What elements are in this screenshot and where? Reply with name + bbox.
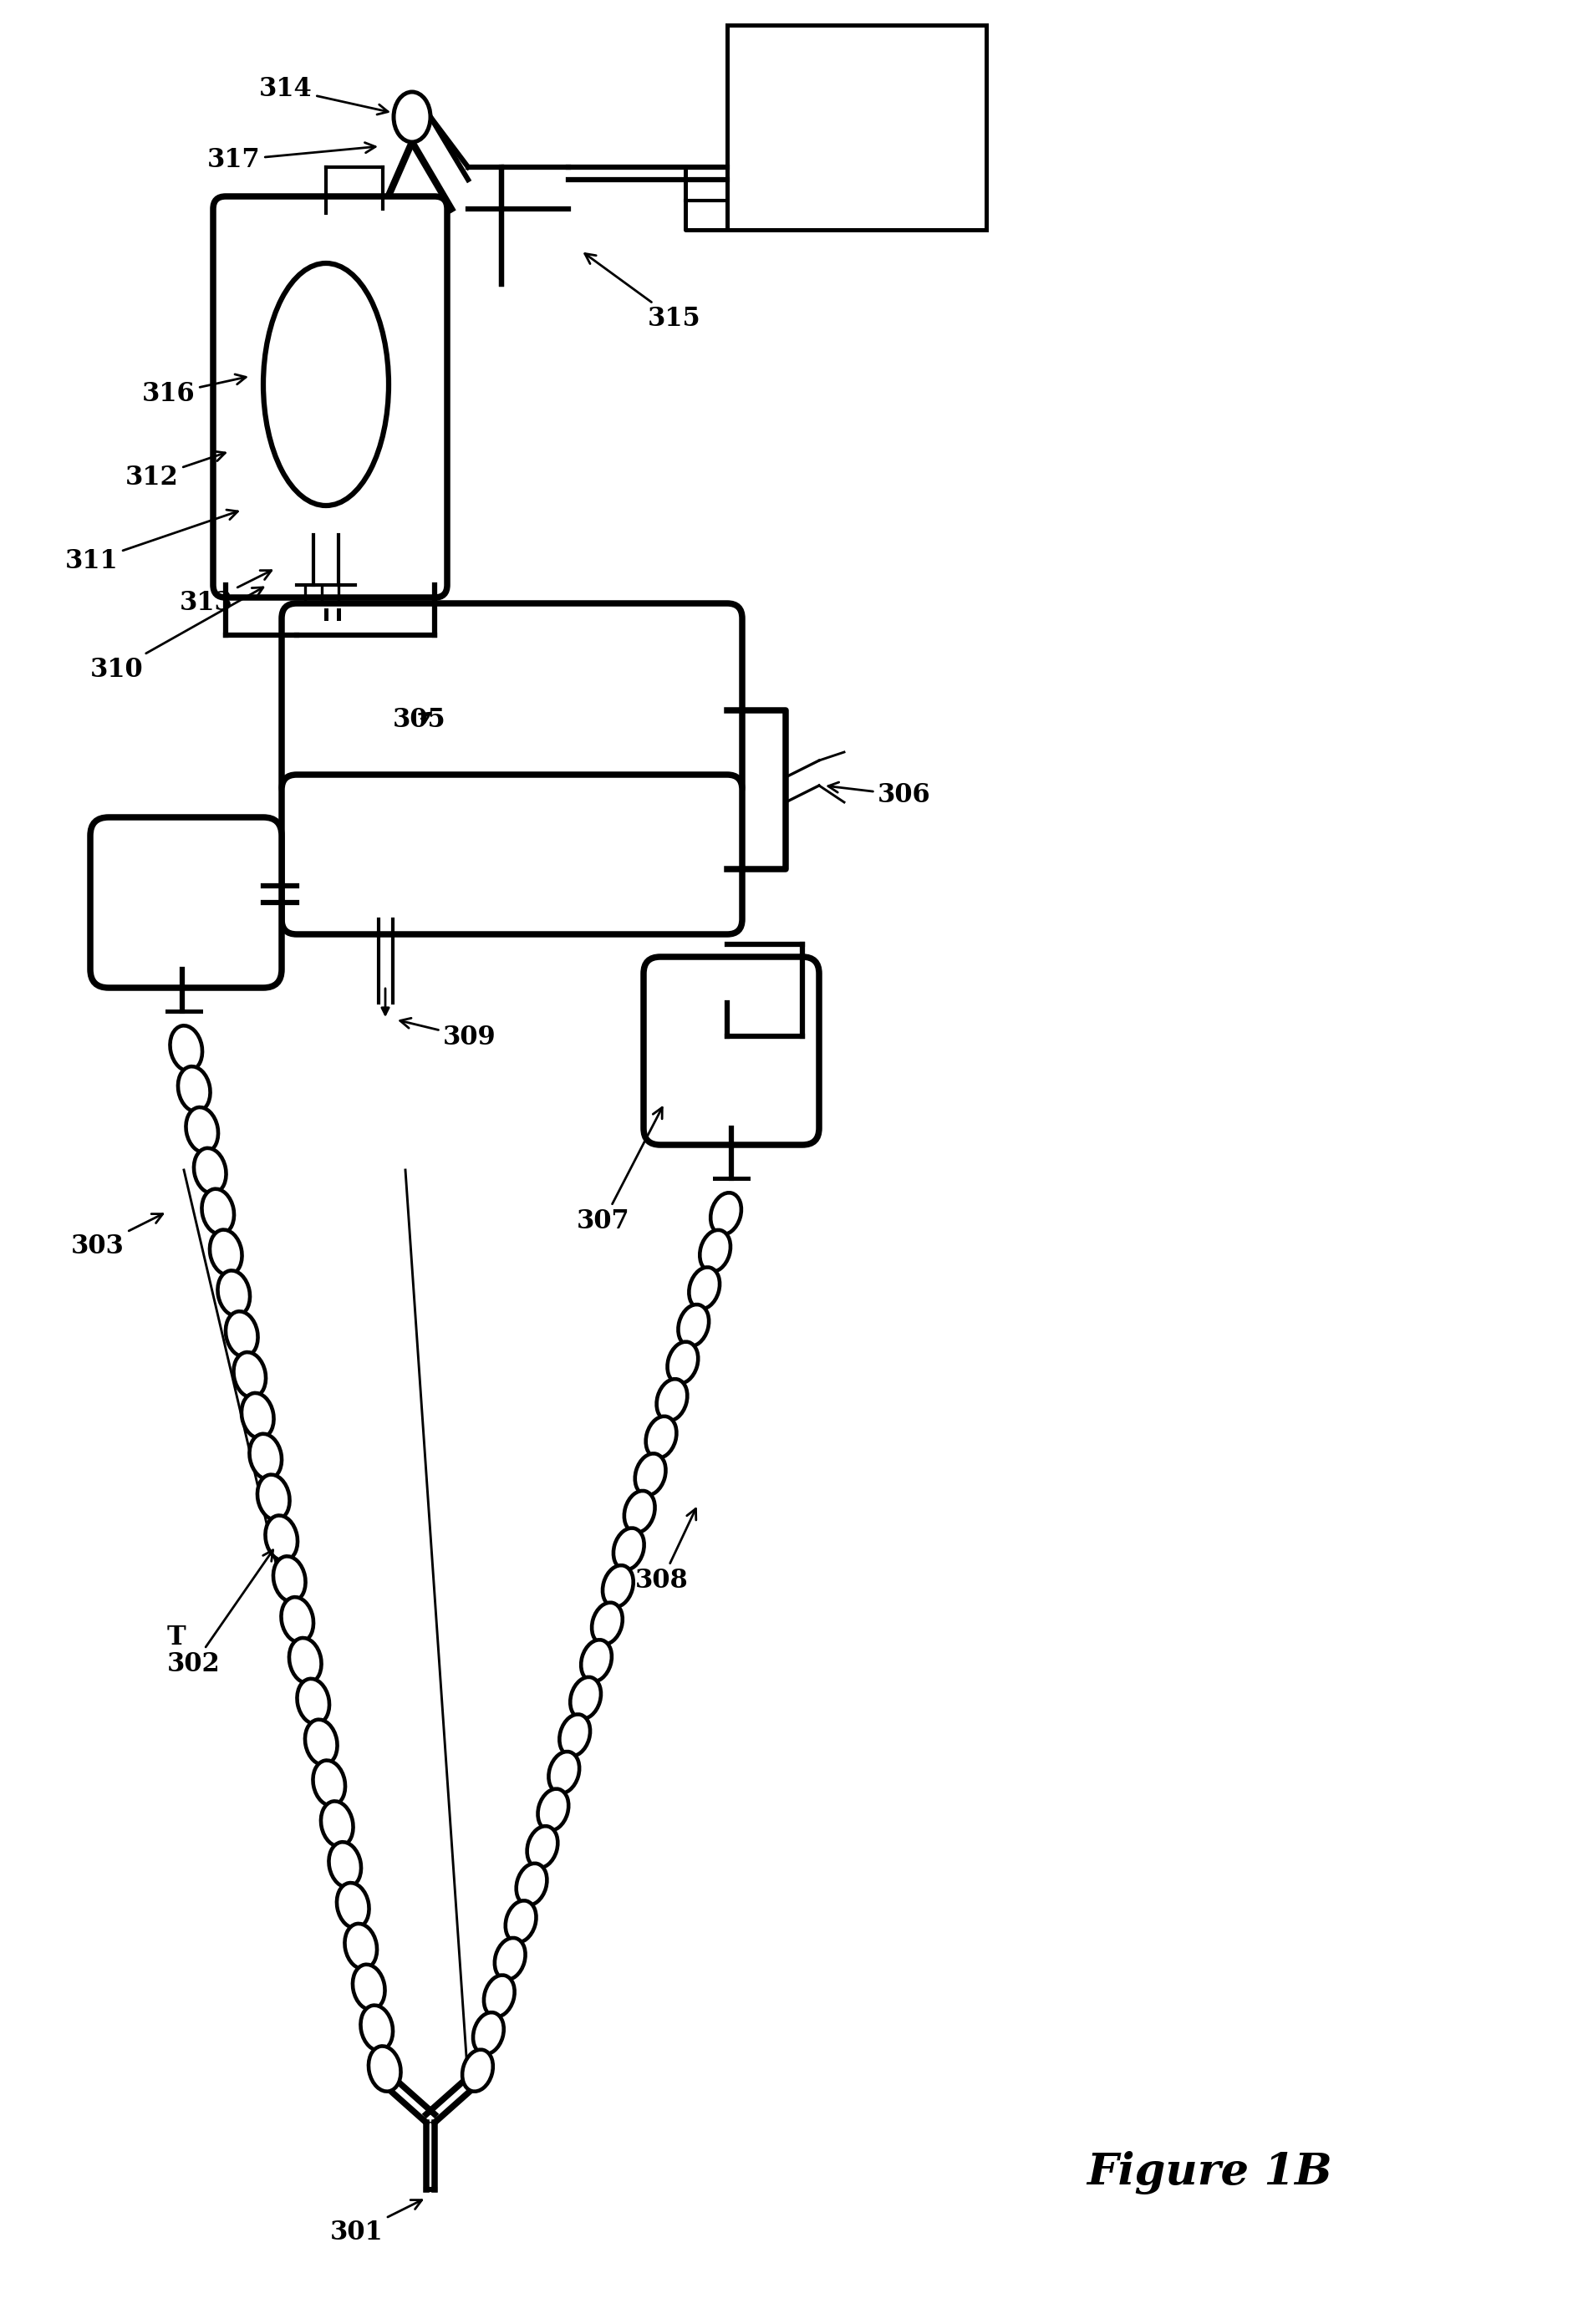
Ellipse shape (344, 1924, 377, 1968)
Ellipse shape (581, 1641, 612, 1683)
FancyBboxPatch shape (281, 604, 742, 799)
Ellipse shape (186, 1106, 218, 1153)
Ellipse shape (614, 1529, 644, 1569)
Ellipse shape (257, 1476, 290, 1520)
Ellipse shape (265, 1515, 298, 1562)
Ellipse shape (210, 1229, 241, 1276)
Ellipse shape (361, 2006, 393, 2050)
Text: 315: 315 (585, 253, 701, 332)
Ellipse shape (538, 1789, 568, 1831)
Text: 306: 306 (828, 783, 931, 809)
Text: Figure 1B: Figure 1B (1087, 2152, 1332, 2194)
Bar (727, 26, 986, 230)
Text: 314: 314 (259, 77, 388, 114)
Ellipse shape (218, 1271, 249, 1315)
Ellipse shape (592, 1604, 623, 1645)
Ellipse shape (656, 1378, 688, 1420)
Ellipse shape (194, 1148, 226, 1195)
Ellipse shape (634, 1452, 666, 1494)
Ellipse shape (369, 2045, 401, 2092)
Text: T: T (167, 1624, 186, 1650)
Ellipse shape (170, 1025, 202, 1071)
Ellipse shape (241, 1392, 273, 1439)
Text: 311: 311 (65, 509, 238, 574)
Text: 316: 316 (142, 374, 246, 407)
Ellipse shape (699, 1229, 731, 1271)
Ellipse shape (473, 2013, 503, 2054)
Ellipse shape (249, 1434, 282, 1478)
Ellipse shape (328, 1843, 361, 1887)
FancyBboxPatch shape (644, 957, 819, 1146)
Ellipse shape (679, 1304, 709, 1346)
Ellipse shape (264, 263, 388, 507)
Ellipse shape (305, 1720, 338, 1764)
Ellipse shape (336, 1882, 369, 1929)
Ellipse shape (690, 1267, 720, 1308)
Ellipse shape (462, 2050, 492, 2092)
Text: 303: 303 (71, 1213, 163, 1260)
FancyBboxPatch shape (90, 818, 281, 988)
Ellipse shape (494, 1938, 525, 1980)
Ellipse shape (516, 1864, 548, 1906)
Ellipse shape (289, 1638, 322, 1683)
Ellipse shape (178, 1067, 210, 1111)
FancyBboxPatch shape (213, 198, 447, 597)
Text: 302: 302 (167, 1550, 273, 1678)
Text: 312: 312 (125, 451, 226, 490)
Ellipse shape (352, 1964, 385, 2010)
Ellipse shape (312, 1759, 346, 1806)
Ellipse shape (625, 1490, 655, 1532)
Ellipse shape (226, 1311, 257, 1357)
Ellipse shape (273, 1557, 306, 1601)
Text: 305: 305 (393, 706, 447, 732)
FancyBboxPatch shape (281, 774, 742, 934)
Ellipse shape (645, 1415, 677, 1457)
Ellipse shape (570, 1678, 601, 1720)
Ellipse shape (281, 1597, 314, 1643)
Ellipse shape (393, 93, 431, 142)
Ellipse shape (710, 1192, 742, 1234)
Ellipse shape (297, 1678, 330, 1724)
Ellipse shape (667, 1341, 697, 1383)
Ellipse shape (549, 1752, 579, 1794)
Ellipse shape (527, 1827, 557, 1868)
Text: 309: 309 (401, 1018, 495, 1050)
Ellipse shape (320, 1801, 353, 1848)
Text: 308: 308 (636, 1508, 696, 1594)
Text: 301: 301 (330, 2201, 421, 2245)
Text: 313: 313 (180, 569, 271, 616)
Text: 307: 307 (576, 1109, 663, 1234)
Ellipse shape (603, 1566, 633, 1608)
Text: 310: 310 (90, 588, 264, 683)
Ellipse shape (234, 1353, 265, 1397)
Text: 317: 317 (207, 142, 376, 172)
Ellipse shape (560, 1715, 590, 1757)
Ellipse shape (202, 1190, 234, 1234)
Ellipse shape (505, 1901, 537, 1943)
Ellipse shape (484, 1975, 514, 2017)
